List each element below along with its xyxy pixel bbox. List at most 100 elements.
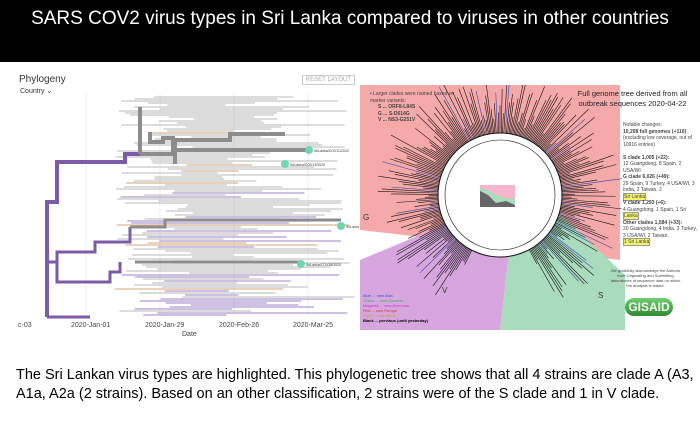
acknowledgement: We gratefully acknowledge the Authors fr… bbox=[610, 268, 681, 288]
phylogeny-tree[interactable]: SriLanka/COV11/2020 SriLanka/COV13/2020 Sr… bbox=[15, 72, 359, 322]
tree-branch bbox=[537, 243, 549, 259]
tree-branch bbox=[559, 212, 586, 222]
tree-branch bbox=[546, 235, 595, 276]
tree-branch bbox=[436, 243, 463, 278]
sector-label-v: V bbox=[442, 286, 448, 295]
tree-branch bbox=[559, 210, 615, 226]
tree-branch bbox=[418, 180, 439, 185]
tree-branch bbox=[419, 211, 441, 219]
tree-branch bbox=[469, 92, 483, 136]
tree-branch bbox=[445, 144, 455, 153]
tree-branch bbox=[419, 223, 446, 238]
tree-branch bbox=[535, 245, 552, 269]
tree-branch bbox=[504, 85, 510, 134]
phylogeny-panel: Phylogeny Country ⌄ RESET LAYOUT SriLank… bbox=[15, 72, 359, 347]
tree-branch bbox=[561, 180, 580, 185]
tree-branch bbox=[553, 153, 572, 165]
tree-branch bbox=[558, 160, 604, 176]
tree-branch bbox=[424, 231, 450, 251]
tree-branch bbox=[444, 131, 460, 149]
tree-branch bbox=[448, 121, 465, 145]
tree-branch bbox=[500, 88, 503, 134]
sri-lanka-marker bbox=[305, 146, 313, 154]
tree-branch bbox=[416, 235, 454, 267]
sri-lanka-label: SriLanka/COV4 bbox=[346, 225, 359, 229]
tree-branch bbox=[418, 106, 459, 150]
tree-branch bbox=[407, 230, 450, 260]
tree-branch bbox=[378, 175, 439, 186]
tree-branch bbox=[451, 116, 468, 143]
tree-branch bbox=[518, 92, 533, 137]
tree-branch bbox=[443, 239, 458, 255]
tree-branch bbox=[416, 169, 441, 178]
tree-branch bbox=[560, 209, 581, 215]
tree-branch bbox=[464, 250, 473, 265]
tree-branch bbox=[442, 147, 453, 156]
tree-branch bbox=[475, 90, 487, 135]
tree-branch bbox=[485, 119, 489, 135]
tree-branch bbox=[452, 138, 461, 148]
tree-branch bbox=[400, 214, 442, 228]
tree-branch bbox=[434, 136, 454, 154]
tree-branch bbox=[434, 129, 457, 152]
tree-branch bbox=[534, 246, 563, 288]
color-by-dropdown[interactable]: Country ⌄ bbox=[20, 87, 52, 95]
notable-changes: Notable changes: 10,208 full genomes (+11… bbox=[623, 122, 697, 246]
tree-branch bbox=[560, 178, 574, 183]
tree-branch bbox=[514, 121, 519, 135]
tree-clade-path bbox=[45, 112, 142, 317]
tree-branch bbox=[463, 249, 471, 263]
tree-branch bbox=[546, 132, 574, 155]
tree-branch bbox=[561, 200, 611, 206]
tree-branch bbox=[529, 99, 552, 141]
tree-branch bbox=[559, 211, 575, 217]
tree-branch bbox=[483, 115, 488, 135]
tree-branch bbox=[512, 85, 524, 135]
tree-branch bbox=[556, 156, 587, 170]
tree-branch bbox=[547, 234, 583, 264]
tree-branch bbox=[555, 222, 586, 238]
sri-lanka-marker bbox=[281, 160, 289, 168]
tree-branch bbox=[458, 88, 478, 138]
tree-branch bbox=[427, 118, 458, 151]
tree-branch bbox=[388, 170, 440, 183]
tree-branch bbox=[394, 174, 440, 184]
tree-branch bbox=[541, 123, 565, 150]
tree-branch bbox=[545, 142, 557, 153]
tree-branch bbox=[415, 128, 452, 157]
tree-branch bbox=[470, 103, 482, 137]
tree-branch bbox=[438, 86, 470, 142]
tree-branch bbox=[538, 243, 548, 255]
tree-branch bbox=[471, 125, 477, 138]
tree-branch bbox=[428, 222, 445, 231]
slide-title: SARS COV2 virus types in Sri Lanka compa… bbox=[0, 0, 700, 62]
tree-branch bbox=[442, 145, 454, 155]
tree-branch bbox=[517, 94, 531, 136]
tree-branch bbox=[391, 206, 440, 217]
color-by-value: Country bbox=[20, 88, 45, 95]
tree-branch bbox=[558, 214, 581, 222]
tree-clade-path bbox=[47, 260, 122, 284]
tree-branch bbox=[552, 226, 569, 237]
tree-branch bbox=[561, 187, 584, 190]
tree-branch bbox=[556, 157, 589, 172]
tree-branch bbox=[526, 100, 547, 140]
tree-branch bbox=[398, 210, 441, 222]
tree-branch bbox=[530, 92, 558, 142]
tree-branch bbox=[435, 161, 446, 167]
tree-branch bbox=[538, 113, 566, 147]
tree-branch bbox=[536, 97, 573, 146]
tree-branch bbox=[390, 134, 446, 166]
tree-branch bbox=[417, 200, 439, 203]
tree-branch bbox=[425, 233, 452, 254]
tree-branch bbox=[559, 165, 604, 179]
tree-branch bbox=[532, 247, 564, 298]
tree-branch bbox=[509, 116, 514, 134]
tree-branch bbox=[415, 172, 441, 180]
tree-branch bbox=[416, 146, 447, 165]
tree-branch bbox=[484, 102, 491, 134]
reset-layout-button[interactable]: RESET LAYOUT bbox=[301, 75, 355, 85]
tree-branch bbox=[447, 236, 454, 242]
tree-branch bbox=[455, 248, 469, 271]
tree-branch bbox=[486, 85, 493, 134]
